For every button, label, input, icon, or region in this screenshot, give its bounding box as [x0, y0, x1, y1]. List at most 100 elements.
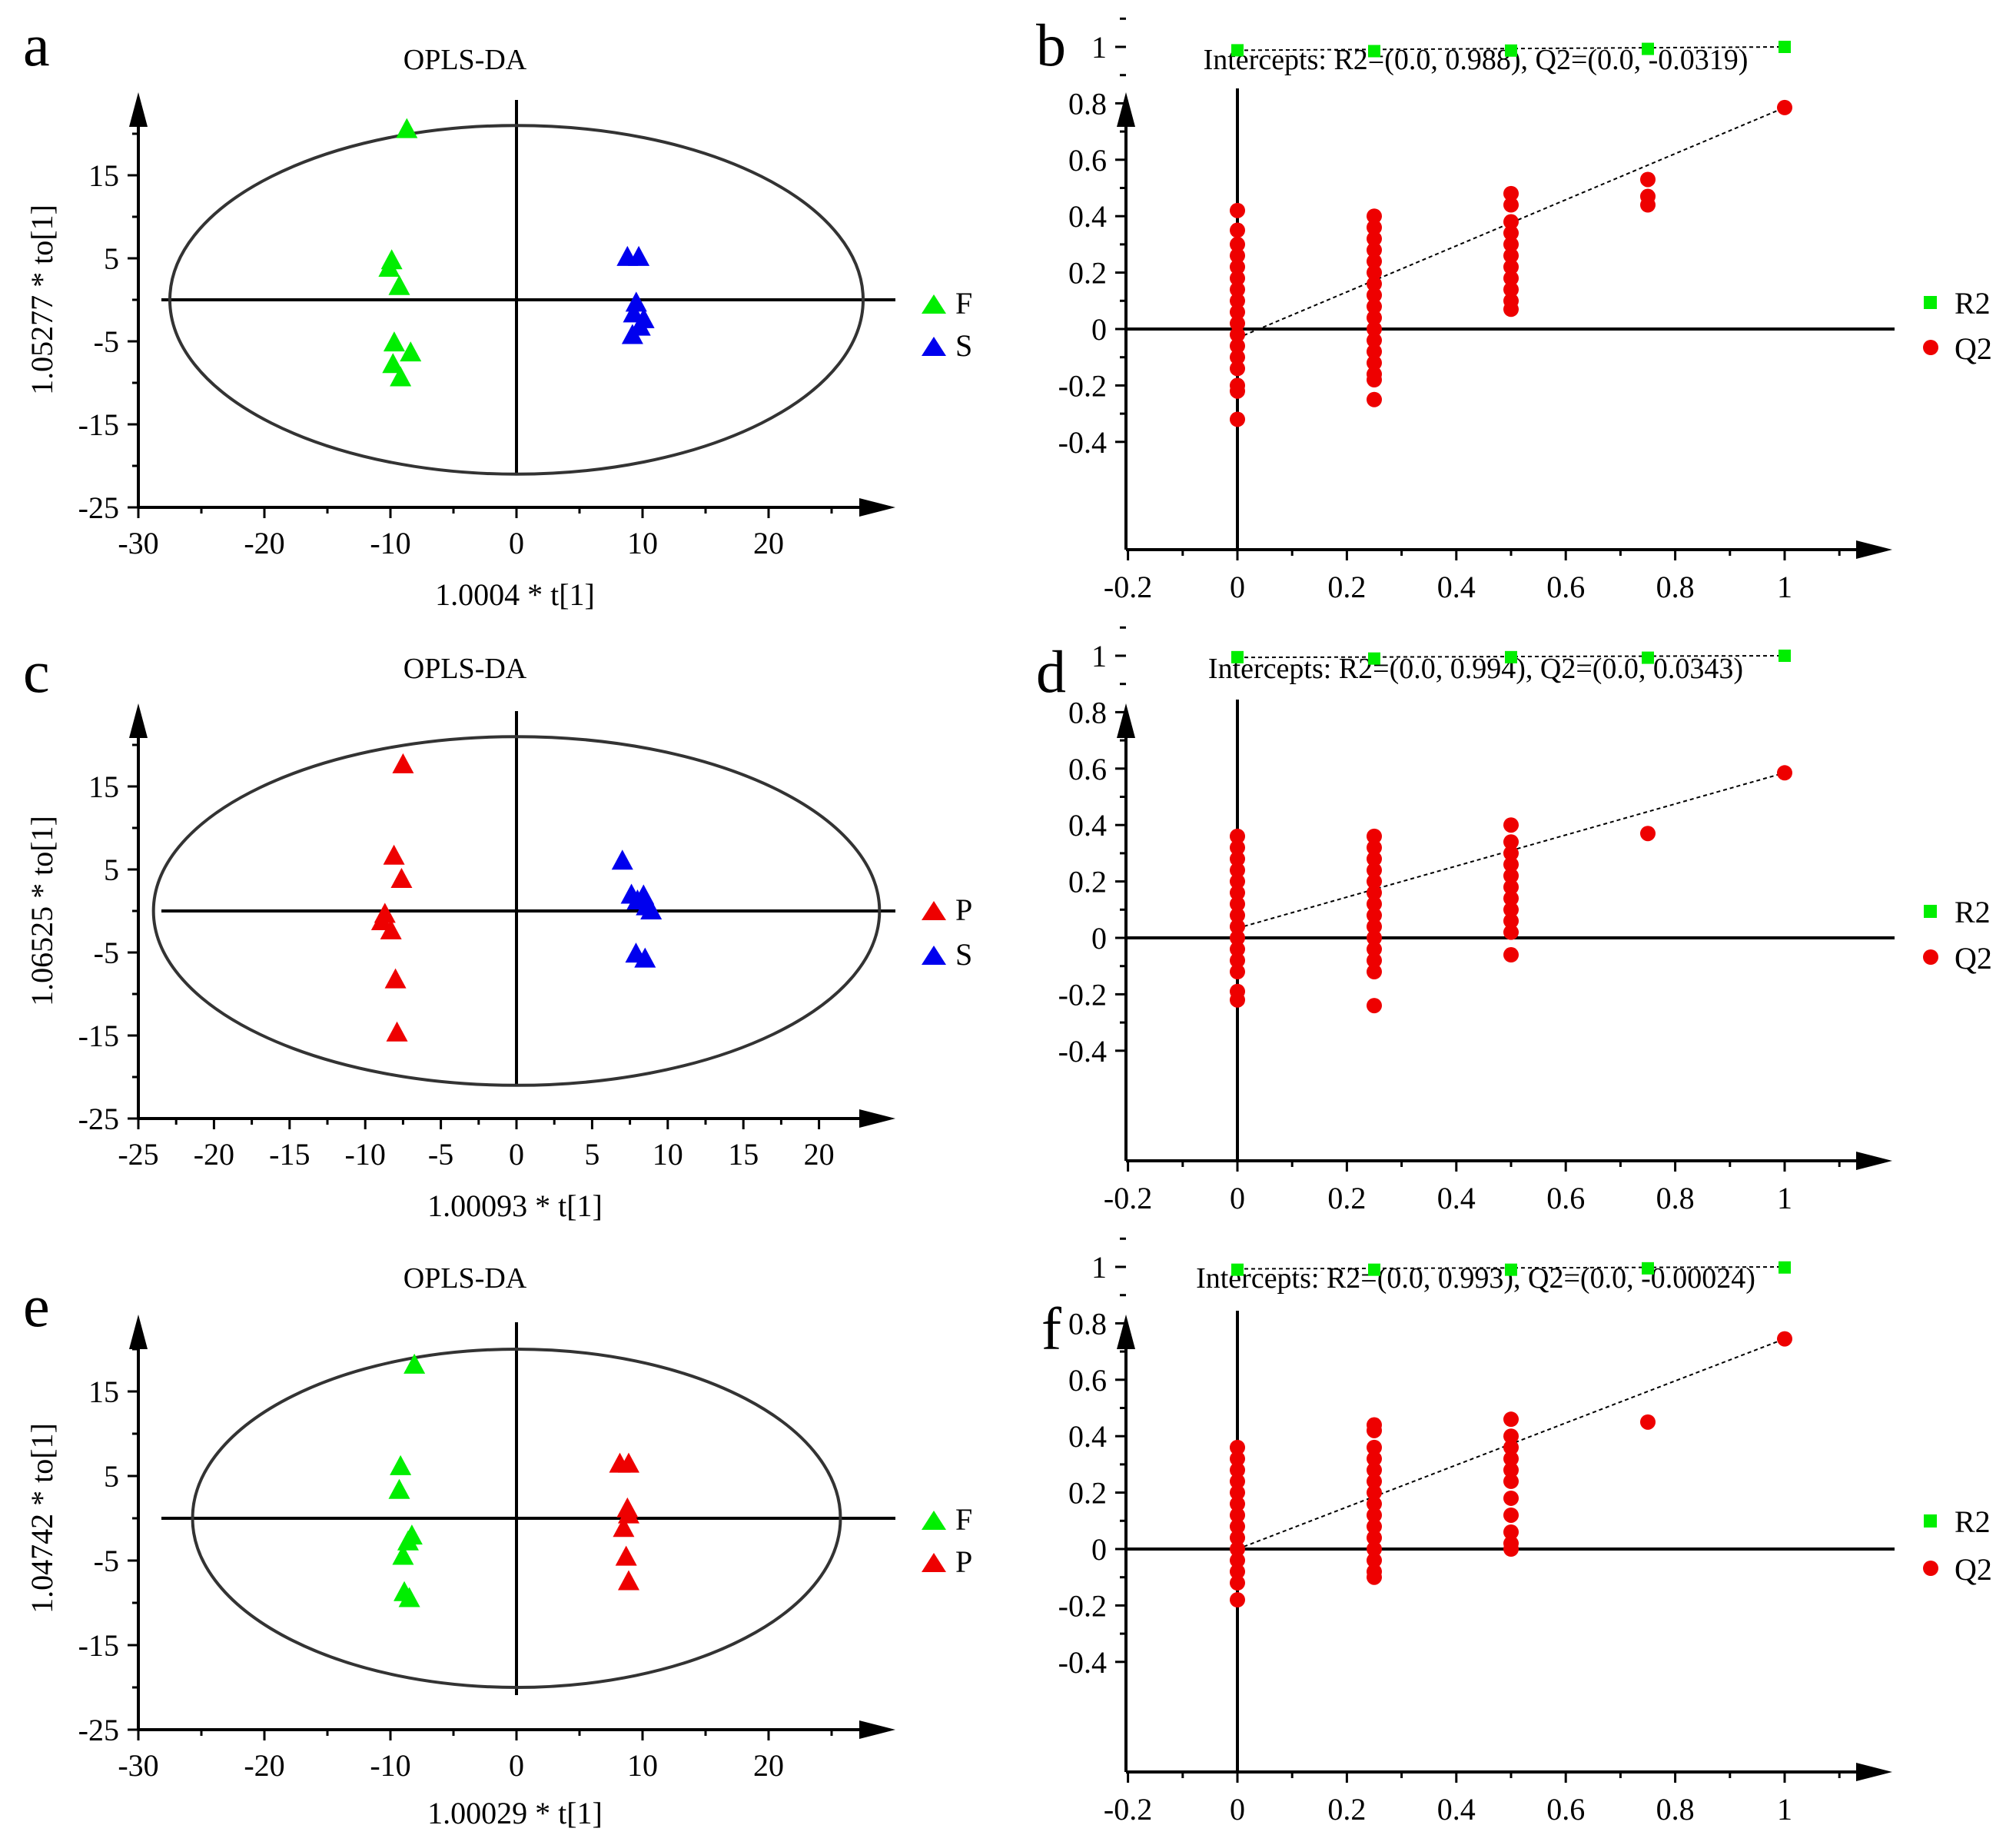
data-point-s: [628, 245, 650, 266]
data-point-q2: [1230, 941, 1245, 957]
data-point-q2: [1230, 1462, 1245, 1478]
data-point-f: [390, 1454, 412, 1475]
data-point-q2: [1230, 964, 1245, 980]
data-point-q2: [1503, 197, 1519, 213]
data-point-q2: [1503, 185, 1519, 201]
data-point-q2: [1503, 879, 1519, 895]
data-point-q2: [1503, 1439, 1519, 1455]
x-tick-label: -5: [428, 1137, 453, 1172]
y-tick-label: 1: [1091, 1250, 1107, 1285]
data-point-q2: [1503, 1541, 1519, 1557]
data-point-r2: [1642, 42, 1654, 55]
data-point-q2: [1230, 1484, 1245, 1501]
x-tick-label: -25: [118, 1137, 158, 1172]
data-point-q2: [1230, 361, 1245, 377]
panel-a-y-axis-label: 1.05277 * to[1]: [25, 204, 59, 395]
y-axis-arrow: [129, 703, 148, 738]
x-tick-label: -20: [194, 1137, 234, 1172]
data-point-q2: [1503, 817, 1519, 833]
x-tick-label: -20: [244, 526, 284, 560]
data-point-q2: [1503, 902, 1519, 918]
legend-label-r2: R2: [1955, 286, 1991, 321]
x-tick-label: 10: [627, 1748, 658, 1783]
data-point-p: [617, 1570, 639, 1591]
data-point-q2: [1777, 765, 1792, 781]
x-tick-label: 20: [753, 1748, 784, 1783]
hotelling-t2-ellipse: [151, 735, 882, 1087]
q2-regression-line: [1237, 106, 1785, 339]
data-point-s: [634, 947, 656, 968]
data-point-q2: [1230, 930, 1245, 946]
r2-regression-line: [1237, 46, 1785, 52]
legend-marker-q2: [1923, 949, 1938, 965]
panel-d-plot-area: -0.2 0 0.2 0.4 0.6 0.8 1 -0.4 -0.2 0 0.2 0.4 0.6 0.8 1: [1058, 626, 1895, 1215]
data-point-q2: [1367, 310, 1382, 326]
legend-marker-r2: [1924, 905, 1937, 918]
r2-regression-line: [1237, 655, 1785, 659]
x-tick-label: -20: [244, 1748, 284, 1783]
data-point-p: [390, 867, 413, 888]
data-point-q2: [1230, 1507, 1245, 1523]
y-tick-label: 0: [1091, 312, 1107, 347]
panel-letter-b: b: [1036, 12, 1066, 78]
data-point-p: [615, 1545, 637, 1566]
data-point-q2: [1230, 202, 1245, 218]
y-tick-label: 5: [104, 1459, 119, 1494]
legend-marker-s: [922, 946, 946, 965]
data-point-q2: [1230, 851, 1245, 867]
data-point-q2: [1230, 327, 1245, 343]
data-point-q2: [1367, 355, 1382, 371]
data-point-q2: [1367, 372, 1382, 388]
x-tick-label: -0.2: [1104, 1181, 1152, 1215]
data-point-f: [397, 1530, 419, 1551]
x-tick-label: 0: [1230, 570, 1245, 604]
legend-label-s: S: [955, 328, 972, 363]
legend-marker-f: [922, 1511, 946, 1530]
panel-letter-a: a: [23, 12, 50, 78]
data-point-q2: [1367, 242, 1382, 258]
panel-e-title: OPLS-DA: [404, 1262, 527, 1295]
y-tick-label: -5: [94, 1544, 119, 1578]
y-tick-label: -0.4: [1058, 1034, 1107, 1069]
y-tick-label: 0.8: [1068, 86, 1107, 121]
y-axis-arrow: [129, 1315, 148, 1349]
data-point-q2: [1230, 1564, 1245, 1580]
data-point-q2: [1367, 1552, 1382, 1568]
panel-b-permutation-test-plot: b Intercepts: R2=(0.0, 0.988), Q2=(0.0, …: [1036, 12, 1992, 604]
data-point-q2: [1367, 1473, 1382, 1489]
legend-label-s: S: [955, 937, 972, 972]
data-point-f: [388, 274, 410, 295]
data-point-q2: [1230, 315, 1245, 331]
panel-d-legend: R2 Q2: [1923, 895, 1992, 976]
y-tick-label: 0.2: [1068, 1476, 1107, 1511]
panel-c-legend: P S: [922, 893, 972, 972]
data-point-q2: [1230, 992, 1245, 1008]
data-point-q2: [1503, 214, 1519, 230]
data-point-q2: [1503, 225, 1519, 241]
y-tick-label: 0.6: [1068, 1363, 1107, 1398]
panel-letter-e: e: [23, 1272, 50, 1339]
data-point-q2: [1503, 301, 1519, 317]
panel-e-opls-da-score-plot: e OPLS-DA -30 -20 -10 0 10 20 -25 -15 -5 5 15 1.00…: [23, 1262, 972, 1830]
x-tick-label: 15: [728, 1137, 759, 1172]
legend-label-f: F: [955, 286, 972, 321]
x-axis-arrow: [1856, 1152, 1892, 1170]
data-point-q2: [1367, 873, 1382, 889]
x-tick-label: 0: [509, 1748, 524, 1783]
data-point-q2: [1503, 924, 1519, 940]
y-axis-arrow: [1117, 1315, 1135, 1349]
x-tick-label: 5: [584, 1137, 599, 1172]
data-point-q2: [1230, 952, 1245, 969]
data-point-q2: [1230, 248, 1245, 264]
data-point-q2: [1367, 208, 1382, 224]
data-point-q2: [1367, 264, 1382, 281]
data-point-q2: [1367, 851, 1382, 867]
data-point-p: [613, 1517, 635, 1538]
panel-b-legend: R2 Q2: [1923, 286, 1992, 366]
data-point-q2: [1230, 411, 1245, 427]
data-point-q2: [1367, 896, 1382, 912]
y-axis-arrow: [1117, 703, 1135, 738]
data-point-q2: [1230, 236, 1245, 252]
y-tick-label: -0.2: [1058, 1588, 1107, 1623]
x-tick-label: 1: [1777, 1181, 1792, 1215]
